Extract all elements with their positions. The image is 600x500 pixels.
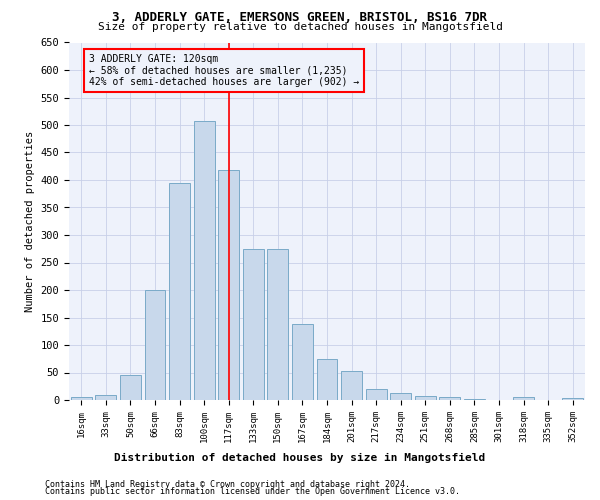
Bar <box>562 398 583 400</box>
Bar <box>317 359 337 400</box>
Bar <box>415 396 436 400</box>
Text: Distribution of detached houses by size in Mangotsfield: Distribution of detached houses by size … <box>115 452 485 462</box>
Bar <box>390 394 411 400</box>
Bar <box>268 249 289 400</box>
Text: 3 ADDERLY GATE: 120sqm
← 58% of detached houses are smaller (1,235)
42% of semi-: 3 ADDERLY GATE: 120sqm ← 58% of detached… <box>89 54 359 86</box>
Text: Contains public sector information licensed under the Open Government Licence v3: Contains public sector information licen… <box>45 488 460 496</box>
Text: 3, ADDERLY GATE, EMERSONS GREEN, BRISTOL, BS16 7DR: 3, ADDERLY GATE, EMERSONS GREEN, BRISTOL… <box>113 11 487 24</box>
Bar <box>71 397 92 400</box>
Bar <box>120 375 141 400</box>
Bar <box>464 399 485 400</box>
Bar <box>365 389 386 400</box>
Bar <box>243 249 264 400</box>
Bar <box>218 170 239 400</box>
Bar <box>145 290 166 400</box>
Bar <box>292 324 313 400</box>
Bar <box>169 182 190 400</box>
Bar <box>194 121 215 400</box>
Text: Size of property relative to detached houses in Mangotsfield: Size of property relative to detached ho… <box>97 22 503 32</box>
Bar <box>341 372 362 400</box>
Bar <box>513 397 534 400</box>
Y-axis label: Number of detached properties: Number of detached properties <box>25 130 35 312</box>
Bar <box>439 397 460 400</box>
Text: Contains HM Land Registry data © Crown copyright and database right 2024.: Contains HM Land Registry data © Crown c… <box>45 480 410 489</box>
Bar <box>95 394 116 400</box>
